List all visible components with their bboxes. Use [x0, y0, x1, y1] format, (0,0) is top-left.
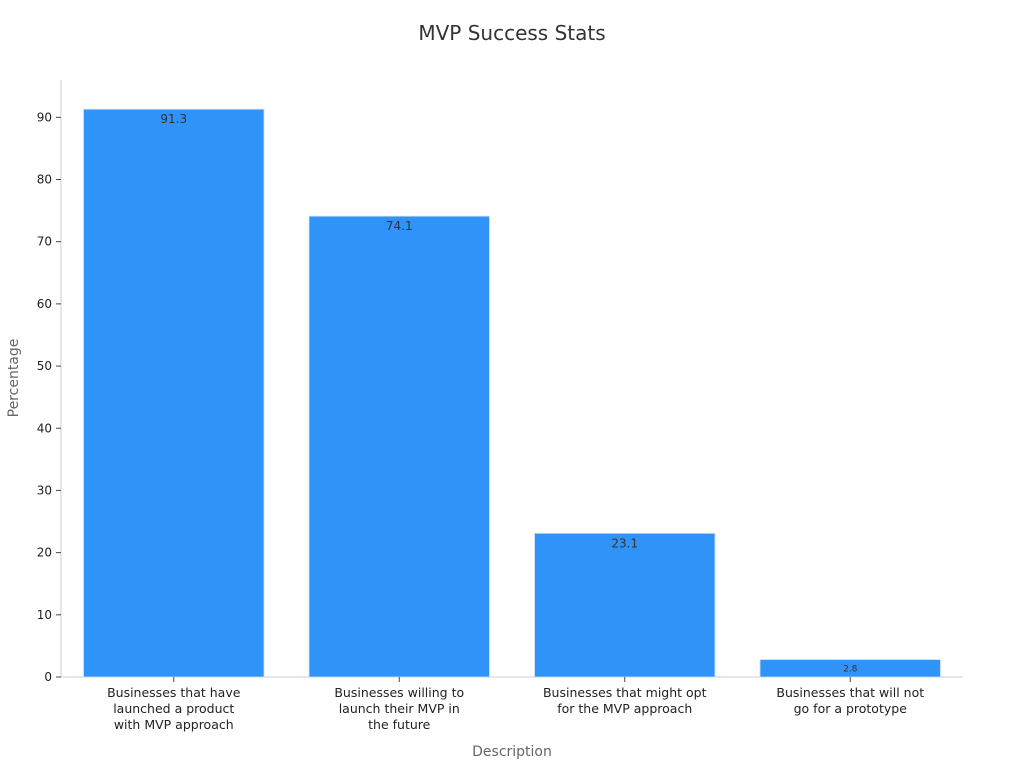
x-tick-label-line: launch their MVP in	[339, 701, 460, 716]
x-tick-label: Businesses that might opt for the MVP app…	[543, 685, 707, 716]
y-axis-title: Percentage	[6, 339, 22, 418]
y-tick-label: 10	[37, 608, 52, 622]
x-tick-label-line: for the MVP approach	[557, 701, 692, 716]
y-tick-label: 50	[37, 359, 52, 373]
x-tick-label-line: the future	[368, 717, 430, 732]
x-tick-label-line: Businesses willing to	[334, 685, 464, 700]
bar	[534, 532, 716, 678]
chart-title: MVP Success Stats	[418, 21, 605, 45]
x-tick-label-line: Businesses that have	[107, 685, 241, 700]
bar-value-label: 91.3	[160, 112, 187, 126]
y-tick-label: 80	[37, 173, 52, 187]
bar	[308, 215, 490, 678]
x-tick-label: Businesses that will not go for a prototy…	[776, 685, 924, 716]
y-tick-label: 0	[44, 670, 52, 684]
x-tick-label-line: Businesses that might opt	[543, 685, 707, 700]
y-tick-label: 60	[37, 297, 52, 311]
x-tick-label-line: go for a prototype	[794, 701, 908, 716]
y-tick-label: 20	[37, 546, 52, 560]
y-tick-label: 70	[37, 235, 52, 249]
bar	[83, 108, 265, 678]
y-tick-label: 40	[37, 421, 52, 435]
bar-value-label: 74.1	[386, 219, 413, 233]
x-axis-title: Description	[472, 744, 552, 760]
y-tick-label: 30	[37, 483, 52, 497]
x-tick-label-line: Businesses that will not	[776, 685, 924, 700]
x-tick-label: Businesses that have launched a product wi…	[107, 685, 241, 732]
x-tick-label: Businesses willing to launch their MVP in…	[334, 685, 464, 732]
bar-value-label: 23.1	[611, 536, 638, 550]
x-tick-label-line: with MVP approach	[114, 717, 234, 732]
plot-area: 0 10 20 30 40 50 60 70 80 90 91.3 Businesses that h…	[37, 80, 963, 732]
y-tick-label: 90	[37, 110, 52, 124]
bar-value-label: 2.8	[843, 665, 858, 675]
x-tick-label-line: launched a product	[113, 701, 234, 716]
